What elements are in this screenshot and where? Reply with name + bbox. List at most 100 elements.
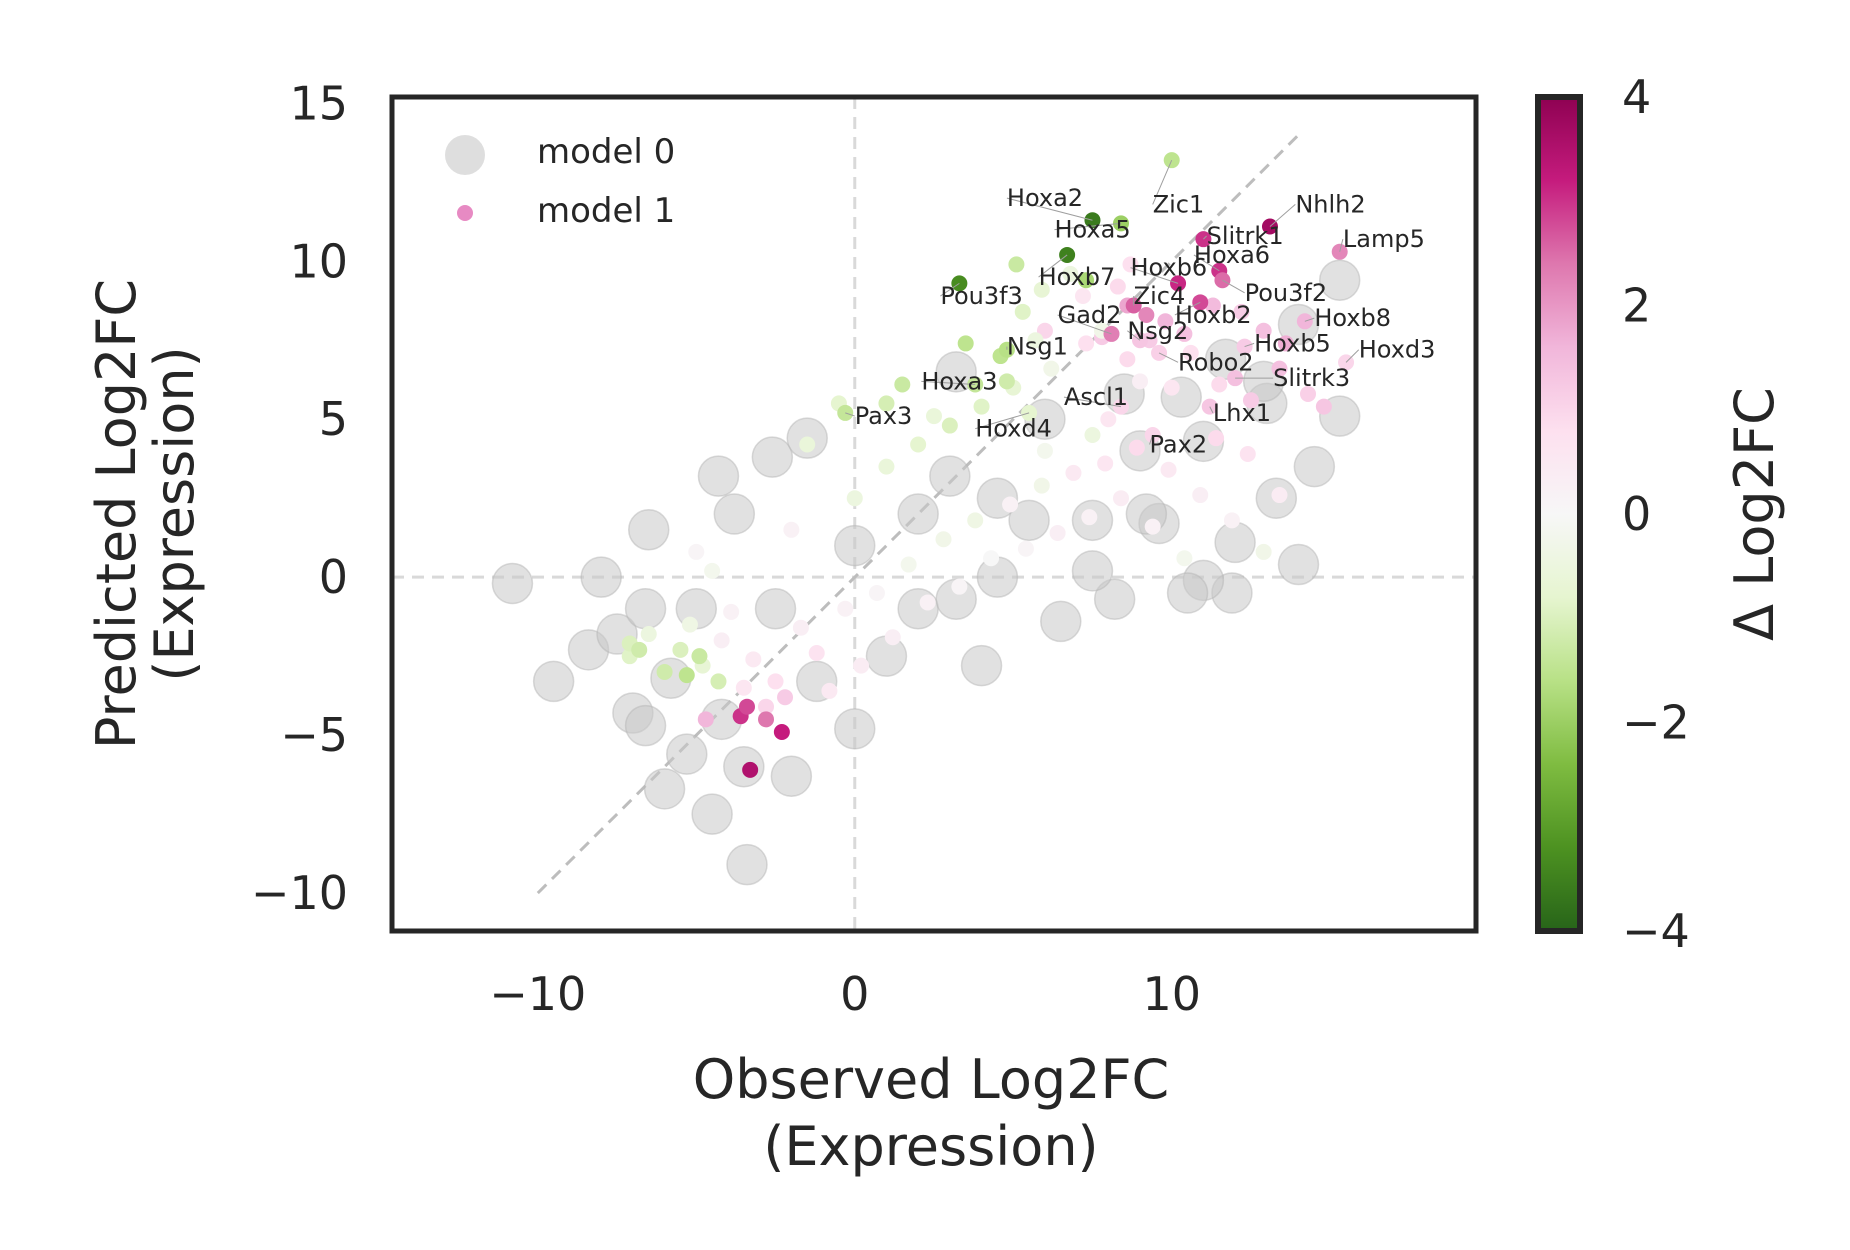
model-1-point (1255, 543, 1272, 560)
highlighted-gene-points (837, 152, 1355, 444)
model-1-point (1002, 496, 1019, 513)
gene-label-hoxa3: Hoxa3 (921, 367, 997, 395)
colorbar-tick-label: 4 (1622, 70, 1651, 124)
colorbar-tick-label: 2 (1622, 279, 1651, 333)
y-tick-label: 0 (319, 550, 348, 604)
y-axis-label-line-1: Predicted Log2FC (85, 279, 148, 749)
model-0-point (1277, 543, 1320, 586)
model-1-point (1119, 351, 1136, 368)
model-1-point (1176, 325, 1193, 342)
model-0-point (834, 708, 876, 750)
gene-label-lhx1: Lhx1 (1213, 399, 1271, 427)
model-1-point (846, 490, 863, 507)
model-1-point (1138, 306, 1155, 323)
gene-label-zic1: Zic1 (1153, 190, 1205, 218)
model-1-point (742, 761, 759, 778)
model-1-point (1033, 281, 1050, 298)
model-1-point (697, 711, 714, 728)
model-0-point (976, 556, 1019, 598)
model-0-point (754, 588, 797, 630)
model-1-point (983, 550, 1000, 567)
model-1-point (878, 395, 895, 412)
model-1-point (1113, 490, 1130, 507)
model-1-point (1176, 550, 1193, 567)
legend: model 0 model 1 (445, 132, 675, 231)
model-1-point (1160, 461, 1177, 478)
model-1-point (878, 458, 895, 475)
model-1-point (1242, 392, 1259, 409)
legend-marker-model-0 (445, 135, 485, 175)
colorbar-tick-label: 0 (1622, 487, 1651, 541)
y-tick-label: −5 (280, 708, 348, 762)
gene-leader-pou3f2 (1222, 279, 1245, 294)
plot-frame (389, 94, 1479, 934)
gene-leader-hoxb7 (1038, 254, 1068, 278)
x-tick-label: 0 (840, 967, 869, 1021)
gene-label-hoxb7: Hoxb7 (1039, 263, 1116, 291)
x-axis-ticks: −10 0 10 (489, 967, 1201, 1021)
model-0-point (697, 455, 740, 497)
model-0-point (935, 351, 977, 393)
model-1-point (926, 408, 942, 425)
gene-leader-hoxd3 (1345, 349, 1360, 363)
model-1-point (1271, 487, 1288, 504)
legend-label-model-0: model 0 (537, 132, 675, 172)
gene-leader-hoxa3 (921, 380, 976, 385)
model-1-point (941, 417, 958, 434)
model-1-point (1315, 398, 1332, 415)
gene-label-hoxb2: Hoxb2 (1175, 301, 1252, 329)
y-tick-label: 15 (289, 76, 348, 130)
model-0-point (1093, 578, 1136, 621)
model-0-point (532, 660, 575, 703)
gene-leader-lamp5 (1339, 239, 1344, 252)
model-0-point (1204, 338, 1247, 380)
gene-label-hoxb8: Hoxb8 (1314, 304, 1391, 332)
colorbar-ticks: 4 2 0 −2 −4 (1622, 70, 1690, 958)
x-axis-label-line-1: Observed Log2FC (693, 1048, 1170, 1111)
model-1-point (777, 689, 794, 706)
gene-point-lamp5 (1331, 243, 1348, 260)
model-1-point (837, 600, 854, 617)
model-1-point (1065, 464, 1082, 481)
model-1-point (1277, 335, 1294, 352)
model-1-point (640, 626, 657, 643)
model-1-point (1078, 272, 1095, 289)
model-1-point (1208, 430, 1225, 447)
gene-leader-hoxa5 (1054, 222, 1122, 231)
gene-leader-gad2 (1057, 314, 1112, 335)
model-1-point (1239, 445, 1256, 462)
model-1-point (853, 657, 870, 674)
gene-leader-lhx1 (1209, 406, 1214, 414)
model-0-point (834, 524, 876, 567)
model-0-point (751, 436, 794, 478)
model-1-point (691, 648, 708, 665)
model-1-point (1074, 288, 1091, 305)
model-0-points (491, 259, 1361, 886)
model-1-point (884, 629, 901, 646)
x-axis-label: Observed Log2FC (Expression) (693, 1048, 1170, 1178)
model-1-point (1128, 439, 1145, 456)
model-1-point (745, 651, 762, 668)
model-1-point (688, 543, 705, 560)
model-1-point (1033, 477, 1050, 494)
x-tick-label: 10 (1142, 967, 1201, 1021)
model-1-point (758, 711, 775, 728)
model-1-point (1300, 385, 1317, 402)
model-1-point (681, 616, 698, 633)
y-tick-label: 5 (319, 392, 348, 446)
legend-marker-model-1 (457, 205, 473, 221)
model-1-point (723, 603, 740, 620)
y-axis-label: Predicted Log2FC (Expression) (85, 279, 206, 749)
model-1-point (998, 373, 1015, 390)
model-0-point (770, 755, 813, 797)
model-0-point (627, 509, 670, 551)
model-1-point (1084, 427, 1101, 444)
gene-leader-hoxa2 (1006, 197, 1093, 221)
colorbar-label: Δ Log2FC (1723, 387, 1786, 641)
y-tick-label: 10 (289, 234, 348, 288)
model-1-point (910, 436, 927, 453)
model-0-point (929, 455, 971, 497)
model-1-point (1204, 297, 1221, 314)
model-1-point (1223, 512, 1240, 529)
